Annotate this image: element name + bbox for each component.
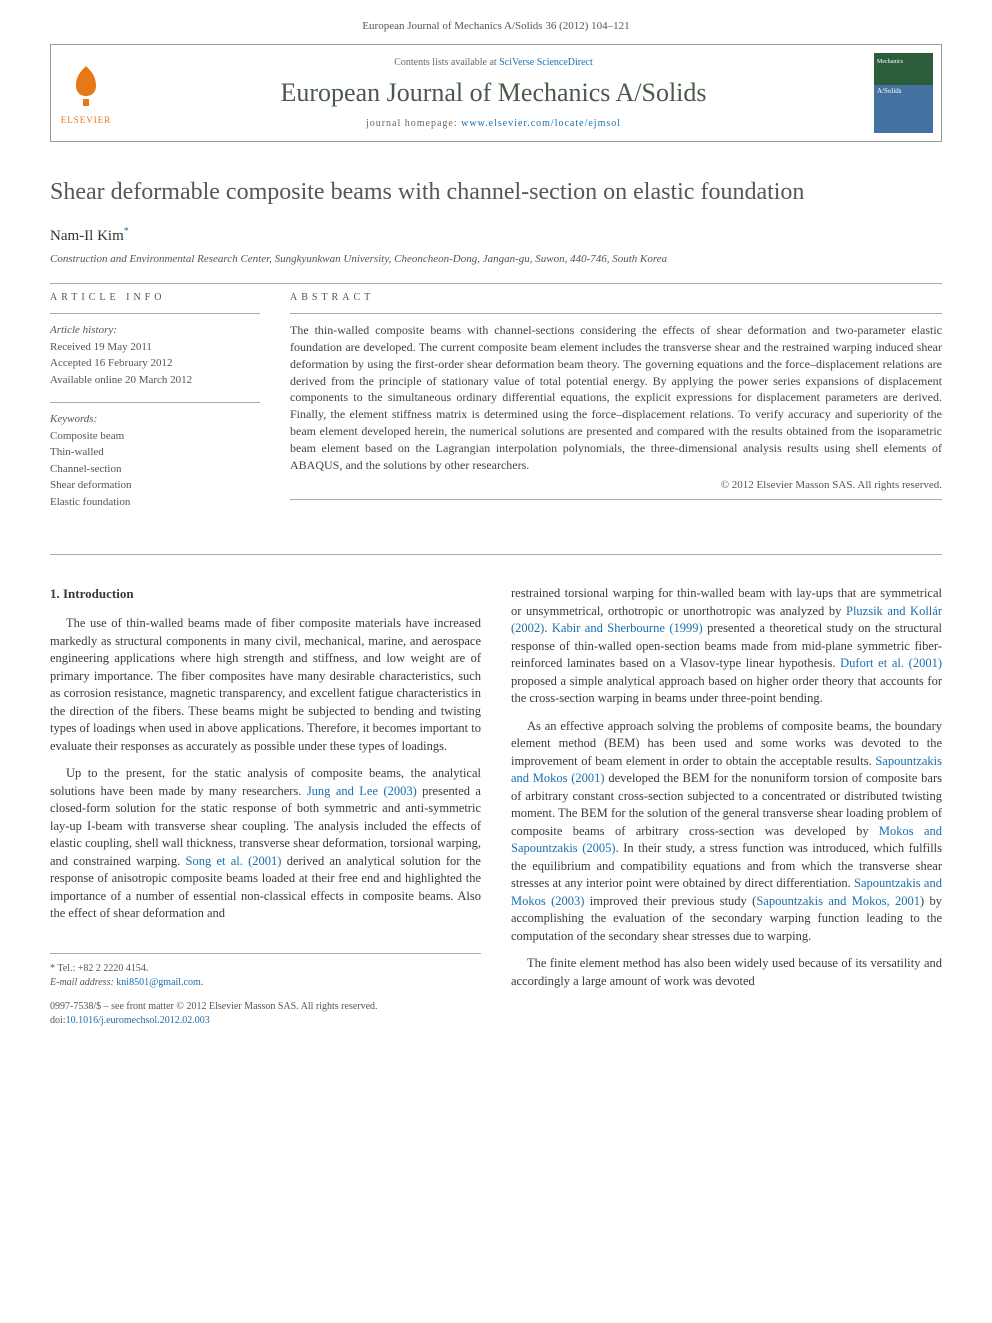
abstract-copyright: © 2012 Elsevier Masson SAS. All rights r… [290, 479, 942, 491]
divider [50, 402, 260, 403]
history-label: Article history: [50, 322, 260, 339]
homepage-link[interactable]: www.elsevier.com/locate/ejmsol [461, 118, 621, 129]
keyword: Composite beam [50, 428, 260, 445]
body-right-column: restrained torsional warping for thin-wa… [511, 585, 942, 1028]
divider [290, 313, 942, 314]
body-paragraph: Up to the present, for the static analys… [50, 765, 481, 923]
body-paragraph: As an effective approach solving the pro… [511, 718, 942, 946]
citation-link[interactable]: Dufort et al. (2001) [840, 656, 942, 670]
issn-line: 0997-7538/$ – see front matter © 2012 El… [50, 1000, 481, 1014]
citation-link[interactable]: Song et al. (2001) [186, 854, 282, 868]
publisher-name: ELSEVIER [61, 115, 112, 125]
doi-label: doi: [50, 1015, 66, 1026]
body-text: proposed a simple analytical approach ba… [511, 674, 942, 706]
doi-link[interactable]: 10.1016/j.euromechsol.2012.02.003 [66, 1015, 210, 1026]
body-paragraph: The finite element method has also been … [511, 955, 942, 990]
author-marker[interactable]: * [124, 226, 129, 237]
info-abstract-row: ARTICLE INFO Article history: Received 1… [50, 292, 942, 524]
corresponding-author-footer: * Tel.: +82 2 2220 4154. E-mail address:… [50, 953, 481, 1028]
homepage-line: journal homepage: www.elsevier.com/locat… [121, 118, 866, 129]
tel-line: * Tel.: +82 2 2220 4154. [50, 962, 481, 976]
journal-header-box: ELSEVIER Contents lists available at Sci… [50, 44, 942, 142]
abstract-heading: ABSTRACT [290, 292, 942, 303]
body-paragraph: The use of thin-walled beams made of fib… [50, 615, 481, 755]
tel-number: +82 2 2220 4154. [78, 963, 149, 974]
body-left-column: 1. Introduction The use of thin-walled b… [50, 585, 481, 1028]
doi-line: doi:10.1016/j.euromechsol.2012.02.003 [50, 1014, 481, 1028]
online-date: Available online 20 March 2012 [50, 372, 260, 389]
received-date: Received 19 May 2011 [50, 339, 260, 356]
article-info-heading: ARTICLE INFO [50, 292, 260, 303]
keyword: Thin-walled [50, 444, 260, 461]
cover-image [874, 53, 933, 133]
homepage-prefix: journal homepage: [366, 118, 461, 129]
email-label: E-mail address: [50, 977, 116, 988]
body-columns: 1. Introduction The use of thin-walled b… [50, 585, 942, 1028]
contents-prefix: Contents lists available at [394, 57, 499, 68]
keyword: Channel-section [50, 461, 260, 478]
body-text: improved their previous study ( [584, 894, 756, 908]
divider [50, 283, 942, 284]
keywords-block: Keywords: Composite beam Thin-walled Cha… [50, 411, 260, 510]
author-affiliation: Construction and Environmental Research … [50, 253, 942, 265]
article-title: Shear deformable composite beams with ch… [50, 177, 942, 208]
keyword: Elastic foundation [50, 494, 260, 511]
email-link[interactable]: kni8501@gmail.com [116, 977, 200, 988]
author-text: Nam-Il Kim [50, 228, 124, 244]
author-name: Nam-Il Kim* [50, 226, 942, 245]
abstract-text: The thin-walled composite beams with cha… [290, 322, 942, 473]
citation-header: European Journal of Mechanics A/Solids 3… [50, 20, 942, 32]
article-info-column: ARTICLE INFO Article history: Received 1… [50, 292, 260, 524]
keywords-label: Keywords: [50, 411, 260, 428]
keyword: Shear deformation [50, 477, 260, 494]
citation-link[interactable]: Sapountzakis and Mokos, 2001 [756, 894, 920, 908]
journal-title-block: Contents lists available at SciVerse Sci… [121, 45, 866, 141]
citation-link[interactable]: Jung and Lee (2003) [307, 784, 417, 798]
article-history-block: Article history: Received 19 May 2011 Ac… [50, 322, 260, 388]
journal-title: European Journal of Mechanics A/Solids [121, 78, 866, 108]
body-paragraph: restrained torsional warping for thin-wa… [511, 585, 942, 708]
body-text: . [544, 621, 552, 635]
divider [290, 499, 942, 500]
divider [50, 313, 260, 314]
elsevier-tree-icon [61, 61, 111, 111]
citation-link[interactable]: Kabir and Sherbourne (1999) [552, 621, 703, 635]
publisher-logo[interactable]: ELSEVIER [51, 45, 121, 141]
accepted-date: Accepted 16 February 2012 [50, 355, 260, 372]
tel-label: * Tel.: [50, 963, 78, 974]
divider [50, 554, 942, 555]
contents-available-line: Contents lists available at SciVerse Sci… [121, 57, 866, 68]
abstract-column: ABSTRACT The thin-walled composite beams… [290, 292, 942, 524]
introduction-heading: 1. Introduction [50, 585, 481, 603]
email-line: E-mail address: kni8501@gmail.com. [50, 976, 481, 990]
journal-cover-thumbnail[interactable] [866, 45, 941, 141]
sciencedirect-link[interactable]: SciVerse ScienceDirect [499, 57, 593, 68]
